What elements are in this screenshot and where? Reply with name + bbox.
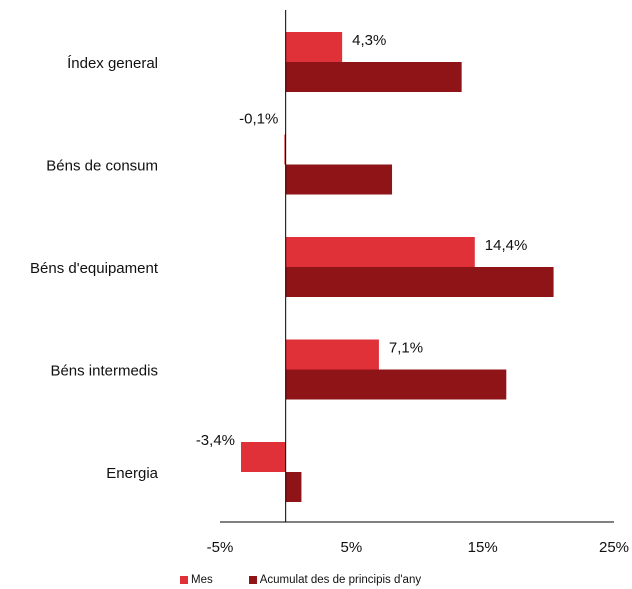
bar-acumulat-0 [285, 62, 462, 92]
x-tick-label-2: 15% [468, 539, 498, 556]
category-label-3: Béns intermedis [50, 363, 158, 380]
bar-mes-1 [284, 134, 286, 165]
category-label-2: Béns d'equipament [30, 260, 159, 277]
data-label-mes-0: 4,3% [352, 32, 386, 49]
legend-label-mes: Mes [191, 574, 213, 586]
legend-item-mes: Mes [180, 574, 213, 586]
bar-acumulat-4 [285, 472, 302, 502]
data-label-mes-3: 7,1% [389, 340, 423, 357]
bar-acumulat-2 [285, 267, 554, 297]
category-label-0: Índex general [67, 55, 158, 72]
data-label-mes-1: -0,1% [239, 111, 278, 128]
bar-mes-2 [285, 237, 475, 267]
bar-acumulat-3 [285, 369, 507, 400]
legend-swatch-mes [180, 576, 188, 584]
legend-item-acumulat: Acumulat des de principis d'any [248, 574, 422, 586]
x-tick-label-1: 5% [340, 539, 362, 556]
data-label-mes-2: 14,4% [485, 237, 528, 254]
x-tick-label-3: 25% [599, 539, 629, 556]
legend-swatch-acumulat [248, 576, 257, 584]
bar-acumulat-1 [285, 164, 393, 195]
legend-label-acumulat: Acumulat des de principis d'any [259, 574, 422, 586]
bar-mes-4 [241, 442, 286, 472]
category-label-4: Energia [106, 465, 158, 482]
category-label-1: Béns de consum [46, 158, 158, 175]
legend: Mes Acumulat des de principis d'any [180, 574, 457, 586]
bar-mes-3 [285, 339, 379, 370]
data-label-mes-4: -3,4% [196, 432, 235, 449]
bar-mes-0 [285, 32, 343, 62]
x-tick-label-0: -5% [207, 539, 234, 556]
